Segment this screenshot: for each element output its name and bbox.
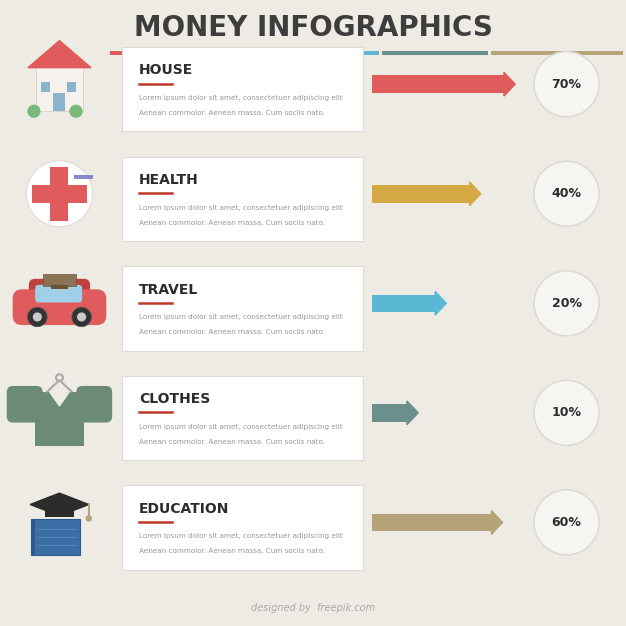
FancyBboxPatch shape: [76, 386, 112, 423]
Text: TRAVEL: TRAVEL: [139, 282, 198, 297]
Polygon shape: [504, 73, 515, 96]
Bar: [51, 167, 68, 221]
Polygon shape: [407, 401, 418, 424]
Text: HOUSE: HOUSE: [139, 63, 193, 78]
Circle shape: [28, 307, 47, 327]
Text: 60%: 60%: [552, 516, 582, 529]
Text: Lorem ipsum dolor sit amet, consectetuer adipiscing elit: Lorem ipsum dolor sit amet, consectetuer…: [139, 424, 342, 429]
Bar: [36, 66, 83, 111]
Circle shape: [26, 161, 93, 227]
Text: Lorem ipsum dolor sit amet, consectetuer adipiscing elit: Lorem ipsum dolor sit amet, consectetuer…: [139, 314, 342, 320]
Circle shape: [28, 105, 41, 118]
Circle shape: [534, 490, 599, 555]
Text: Aenean commolor. Aenean massa. Cum sociis nato.: Aenean commolor. Aenean massa. Cum socii…: [139, 220, 325, 225]
Bar: [45, 503, 74, 516]
Polygon shape: [30, 493, 89, 516]
Text: CLOTHES: CLOTHES: [139, 392, 210, 406]
Bar: [70, 54, 75, 68]
Bar: [110, 51, 216, 55]
Bar: [31, 519, 34, 555]
FancyBboxPatch shape: [122, 47, 363, 131]
Text: Lorem ipsum dolor sit amet, consectetuer adipiscing elit: Lorem ipsum dolor sit amet, consectetuer…: [139, 95, 342, 101]
Text: Aenean commolor. Aenean massa. Cum sociis nato.: Aenean commolor. Aenean massa. Cum socii…: [139, 548, 325, 554]
Bar: [372, 294, 435, 312]
Bar: [372, 404, 407, 422]
Circle shape: [534, 162, 599, 227]
FancyBboxPatch shape: [34, 392, 85, 446]
Circle shape: [77, 312, 86, 322]
Circle shape: [72, 307, 91, 327]
FancyBboxPatch shape: [7, 386, 43, 423]
Bar: [291, 51, 379, 55]
Text: 70%: 70%: [552, 78, 582, 91]
Text: 20%: 20%: [552, 297, 582, 310]
Bar: [43, 274, 76, 286]
Text: 10%: 10%: [552, 406, 582, 419]
Circle shape: [534, 52, 599, 117]
Text: Aenean commolor. Aenean massa. Cum sociis nato.: Aenean commolor. Aenean massa. Cum socii…: [139, 110, 325, 116]
Text: Lorem ipsum dolor sit amet, consectetuer adipiscing elit: Lorem ipsum dolor sit amet, consectetuer…: [139, 205, 342, 210]
Bar: [372, 513, 491, 531]
Polygon shape: [50, 392, 69, 406]
Text: EDUCATION: EDUCATION: [139, 501, 229, 516]
FancyBboxPatch shape: [122, 266, 363, 351]
FancyBboxPatch shape: [122, 376, 363, 460]
Bar: [53, 93, 66, 111]
Bar: [51, 285, 68, 289]
Circle shape: [86, 515, 92, 521]
Bar: [491, 51, 623, 55]
Bar: [372, 185, 470, 203]
Text: Aenean commolor. Aenean massa. Cum sociis nato.: Aenean commolor. Aenean massa. Cum socii…: [139, 439, 325, 444]
Text: HEALTH: HEALTH: [139, 173, 198, 187]
Circle shape: [534, 380, 599, 446]
Text: 40%: 40%: [552, 187, 582, 200]
Bar: [74, 175, 93, 179]
Bar: [31, 519, 80, 555]
Text: Lorem ipsum dolor sit amet, consectetuer adipiscing elit: Lorem ipsum dolor sit amet, consectetuer…: [139, 533, 342, 539]
Circle shape: [69, 105, 83, 118]
Circle shape: [534, 270, 599, 336]
Text: designed by  freepik.com: designed by freepik.com: [251, 603, 375, 613]
Bar: [219, 51, 288, 55]
Text: Aenean commolor. Aenean massa. Cum sociis nato.: Aenean commolor. Aenean massa. Cum socii…: [139, 329, 325, 335]
FancyBboxPatch shape: [13, 289, 106, 325]
FancyBboxPatch shape: [122, 156, 363, 241]
Bar: [67, 82, 76, 91]
FancyBboxPatch shape: [122, 485, 363, 570]
Polygon shape: [28, 41, 91, 68]
FancyBboxPatch shape: [35, 285, 82, 302]
Circle shape: [33, 312, 42, 322]
Bar: [382, 51, 488, 55]
Polygon shape: [491, 511, 503, 534]
Text: MONEY INFOGRAPHICS: MONEY INFOGRAPHICS: [133, 14, 493, 42]
Bar: [372, 76, 504, 93]
Bar: [33, 185, 86, 203]
Bar: [41, 82, 51, 91]
FancyBboxPatch shape: [29, 279, 90, 307]
Polygon shape: [435, 291, 446, 316]
Polygon shape: [470, 182, 481, 205]
